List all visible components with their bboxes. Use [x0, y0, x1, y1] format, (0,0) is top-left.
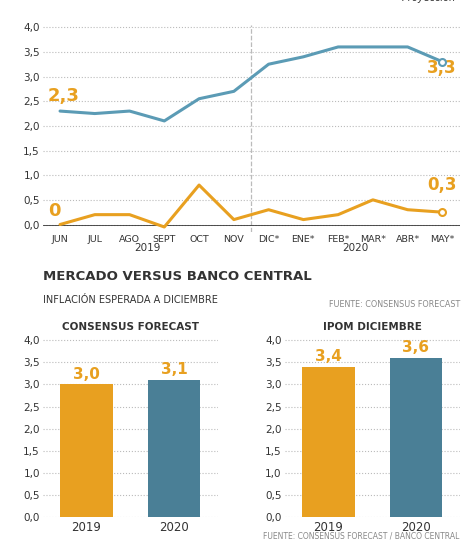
- Text: 3,0: 3,0: [73, 367, 100, 382]
- Text: 0,3: 0,3: [427, 176, 456, 194]
- Bar: [390, 358, 442, 517]
- Text: 0: 0: [48, 202, 60, 219]
- Text: 3,1: 3,1: [161, 362, 188, 377]
- Text: 2,3: 2,3: [48, 87, 80, 105]
- Text: 3,6: 3,6: [402, 340, 429, 355]
- Text: FUENTE: CONSENSUS FORECAST / BANCO CENTRAL: FUENTE: CONSENSUS FORECAST / BANCO CENTR…: [264, 531, 460, 540]
- Text: INFLACIÓN ESPERADA A DICIEMBRE: INFLACIÓN ESPERADA A DICIEMBRE: [43, 295, 218, 305]
- Text: 3,4: 3,4: [315, 349, 342, 364]
- Text: 2020: 2020: [342, 243, 369, 253]
- Text: 3,3: 3,3: [427, 58, 456, 76]
- Text: MERCADO VERSUS BANCO CENTRAL: MERCADO VERSUS BANCO CENTRAL: [43, 270, 311, 283]
- Text: * Proyección: * Proyección: [394, 0, 456, 3]
- Legend: VARIACIÓN MENSUAL, VARIACIÓN EN 12 MESES: VARIACIÓN MENSUAL, VARIACIÓN EN 12 MESES: [71, 0, 365, 2]
- Title: IPOM DICIEMBRE: IPOM DICIEMBRE: [323, 322, 421, 332]
- Text: FUENTE: CONSENSUS FORECAST: FUENTE: CONSENSUS FORECAST: [328, 300, 460, 309]
- Title: CONSENSUS FORECAST: CONSENSUS FORECAST: [62, 322, 199, 332]
- Text: 2019: 2019: [134, 243, 160, 253]
- Bar: [148, 380, 201, 517]
- Bar: [60, 384, 113, 517]
- Bar: [302, 367, 355, 517]
